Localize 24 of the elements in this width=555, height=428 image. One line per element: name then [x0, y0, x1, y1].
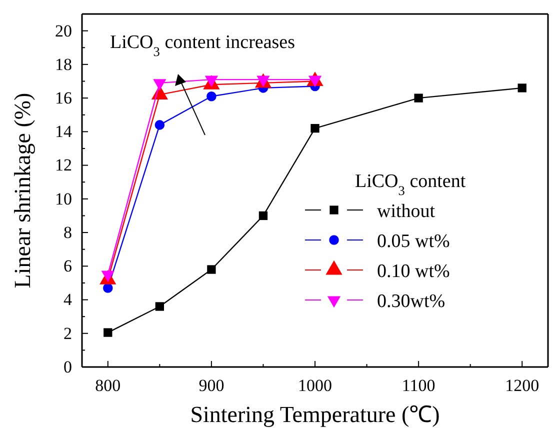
y-tick-label: 18	[55, 54, 72, 74]
x-tick-label: 800	[95, 376, 121, 396]
y-tick-label: 14	[55, 122, 72, 142]
legend-label: without	[377, 201, 436, 222]
legend-label: 0.05 wt%	[377, 231, 450, 252]
x-tick-label: 900	[198, 376, 224, 396]
y-tick-label: 6	[64, 256, 72, 276]
legend-label: 0.30wt%	[377, 291, 446, 312]
legend-title: LiCO$_{3}$ content	[355, 171, 466, 198]
y-tick-label: 8	[64, 222, 72, 242]
y-tick-label: 20	[55, 21, 72, 40]
annotation: LiCO$_{3}$ content increases	[110, 32, 295, 58]
y-tick-label: 4	[64, 290, 72, 310]
y-tick-label: 0	[64, 357, 72, 376]
x-tick-label: 1200	[505, 376, 540, 396]
y-axis-title: Linear shrinkage (%)	[10, 92, 35, 288]
x-tick-label: 1000	[298, 376, 332, 396]
x-axis-title: Sintering Temperature (℃)	[190, 402, 440, 427]
legend-label: 0.10 wt%	[377, 261, 450, 282]
x-tick-label: 1100	[402, 376, 436, 396]
y-tick-label: 2	[64, 324, 72, 343]
y-tick-label: 16	[55, 88, 72, 108]
y-tick-label: 12	[55, 156, 72, 175]
y-tick-label: 10	[55, 189, 72, 208]
